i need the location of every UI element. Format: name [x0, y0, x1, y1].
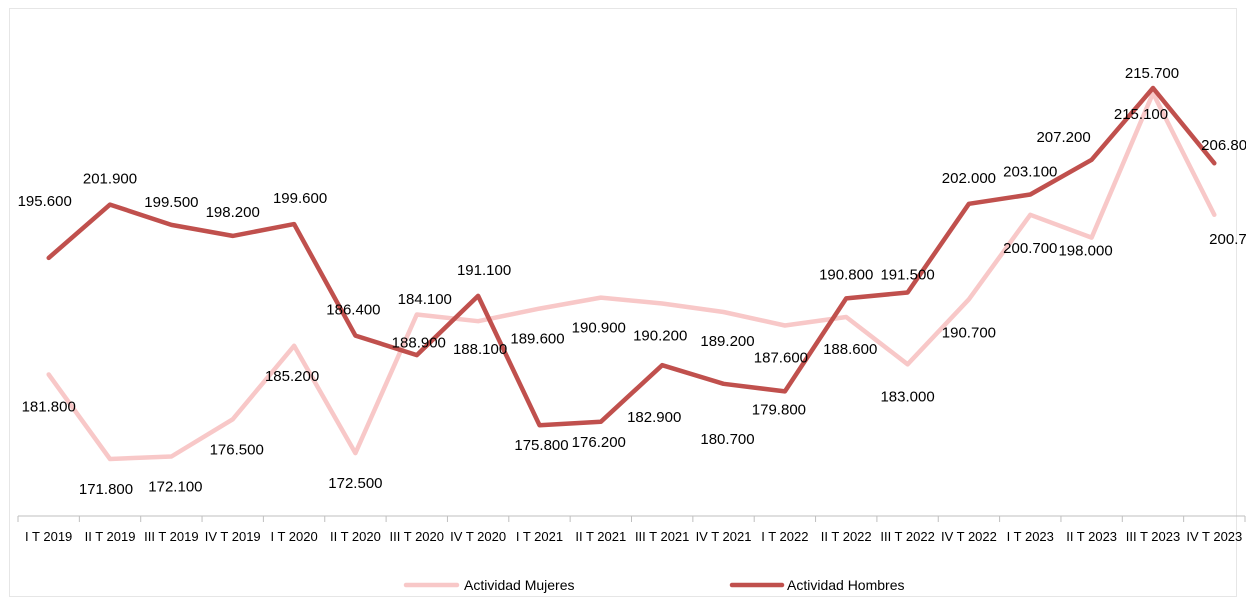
- legend: Actividad Mujeres Actividad Hombres: [403, 577, 905, 593]
- data-label-hombres: 186.400: [326, 302, 380, 319]
- data-label-mujeres: 171.800: [79, 481, 133, 498]
- data-label-mujeres: 189.200: [700, 333, 754, 350]
- data-label-mujeres: 172.500: [328, 475, 382, 492]
- x-tick-label: II T 2023: [1066, 529, 1117, 544]
- data-label-hombres: 203.100: [1003, 164, 1057, 181]
- legend-label: Actividad Hombres: [787, 577, 905, 593]
- data-label-mujeres: 188.900: [392, 335, 446, 352]
- x-tick-label: IV T 2019: [205, 529, 261, 544]
- data-label-mujeres: 189.600: [510, 331, 564, 348]
- data-label-hombres: 199.500: [144, 194, 198, 211]
- data-label-hombres: 191.100: [457, 262, 511, 279]
- data-label-hombres: 195.600: [18, 193, 72, 210]
- legend-item: Actividad Mujeres: [403, 577, 575, 593]
- data-label-hombres: 199.600: [273, 190, 327, 207]
- x-tick-label: IV T 2021: [696, 529, 752, 544]
- data-label-hombres: 175.800: [514, 437, 568, 454]
- data-label-mujeres: 190.700: [942, 324, 996, 341]
- x-tick-label: I T 2023: [1007, 529, 1054, 544]
- data-label-hombres: 215.700: [1125, 65, 1179, 82]
- x-tick-label: IV T 2020: [450, 529, 506, 544]
- data-label-mujeres: 190.900: [572, 320, 626, 337]
- x-tick-label: III T 2020: [390, 529, 444, 544]
- data-label-mujeres: 198.000: [1058, 243, 1112, 260]
- chart-frame: [9, 8, 1237, 597]
- x-tick-label: IV T 2022: [941, 529, 997, 544]
- x-tick-label: II T 2019: [85, 529, 136, 544]
- x-tick-label: III T 2022: [880, 529, 934, 544]
- data-label-mujeres: 183.000: [880, 388, 934, 405]
- x-tick-label: III T 2021: [635, 529, 689, 544]
- series-layer: [46, 85, 1217, 462]
- data-label-hombres: 179.800: [752, 401, 806, 418]
- data-label-hombres: 198.200: [206, 204, 260, 221]
- data-label-hombres: 180.700: [700, 431, 754, 448]
- series-line-hombres: [46, 85, 1217, 428]
- x-tick-label: I T 2021: [516, 529, 563, 544]
- data-label-hombres: 206.800: [1201, 137, 1246, 154]
- data-label-mujeres: 185.200: [265, 368, 319, 385]
- data-label-hombres: 207.200: [1036, 129, 1090, 146]
- data-label-mujeres: 172.100: [148, 479, 202, 496]
- x-tick-label: III T 2019: [144, 529, 198, 544]
- data-label-mujeres: 190.200: [633, 328, 687, 345]
- data-label-hombres: 190.800: [819, 266, 873, 283]
- data-label-mujeres: 188.100: [453, 341, 507, 358]
- series-line-mujeres: [46, 90, 1217, 462]
- data-label-mujeres: 187.600: [754, 350, 808, 367]
- data-labels: 181.800 171.800 172.100 176.500 185.200 172.5…: [18, 65, 1246, 498]
- x-tick-label: II T 2020: [330, 529, 381, 544]
- x-tick-label: I T 2019: [25, 529, 72, 544]
- data-label-hombres: 184.100: [398, 291, 452, 308]
- data-label-mujeres: 215.100: [1114, 106, 1168, 123]
- legend-label: Actividad Mujeres: [464, 577, 575, 593]
- data-label-hombres: 201.900: [83, 171, 137, 188]
- x-tick-label: IV T 2023: [1186, 529, 1242, 544]
- data-label-hombres: 202.000: [942, 170, 996, 187]
- data-label-mujeres: 188.600: [823, 341, 877, 358]
- x-tick-label: I T 2020: [270, 529, 317, 544]
- data-label-mujeres: 176.500: [210, 441, 264, 458]
- data-label-hombres: 191.500: [880, 267, 934, 284]
- data-label-mujeres: 200.700: [1003, 240, 1057, 257]
- data-label-mujeres: 181.800: [22, 399, 76, 416]
- data-label-hombres: 182.900: [627, 409, 681, 426]
- x-tick-label: II T 2022: [821, 529, 872, 544]
- data-label-mujeres: 200.700: [1209, 231, 1246, 248]
- data-label-hombres: 176.200: [572, 434, 626, 451]
- x-axis: I T 2019 II T 2019 III T 2019 IV T 2019 I T …: [17, 515, 1246, 544]
- x-tick-label: I T 2022: [761, 529, 808, 544]
- legend-item: Actividad Hombres: [729, 577, 905, 593]
- x-tick-label: III T 2023: [1126, 529, 1180, 544]
- x-tick-label: II T 2021: [575, 529, 626, 544]
